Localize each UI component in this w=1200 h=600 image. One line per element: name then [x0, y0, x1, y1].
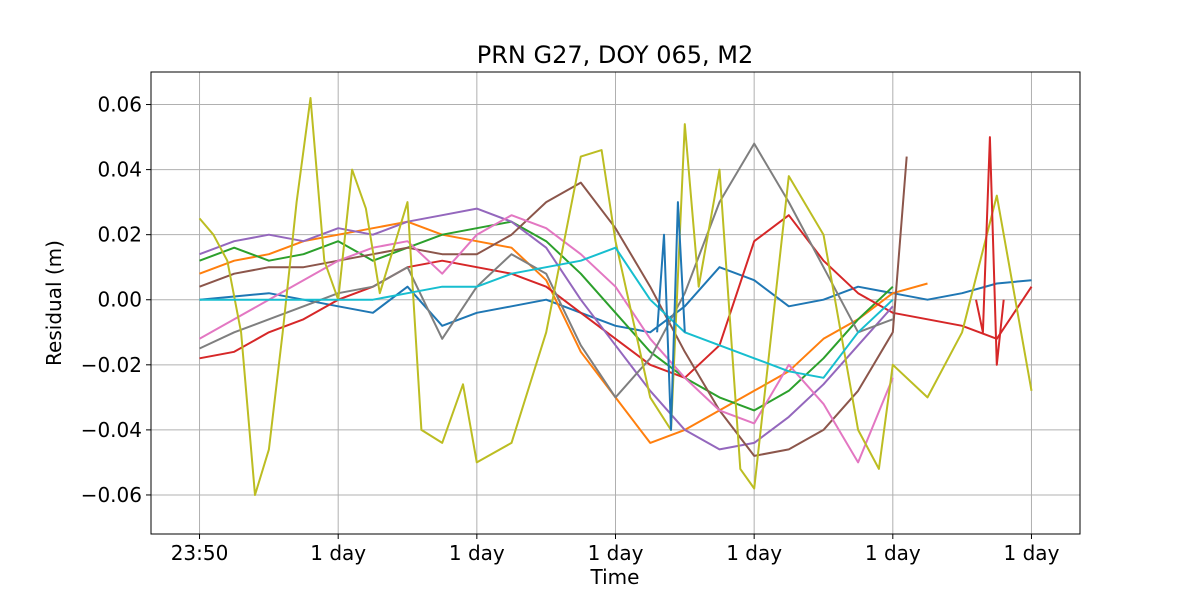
x-tick-label: 1 day [449, 541, 505, 565]
series-line-10 [199, 246, 894, 379]
x-tick-label: 1 day [588, 541, 644, 565]
y-tick-label: −0.04 [81, 418, 142, 442]
series-line-6 [199, 156, 908, 457]
x-tick-label: 1 day [865, 541, 921, 565]
y-tick-label: 0.00 [97, 288, 142, 312]
y-tick-label: −0.06 [81, 483, 142, 507]
y-axis: −0.06 −0.04 −0.02 0.00 0.02 0.04 0.06 [81, 93, 151, 507]
series-line-2 [199, 220, 928, 444]
series-line-9 [198, 97, 1033, 496]
x-axis-title: Time [590, 565, 640, 589]
series-line-11 [656, 201, 686, 431]
series-line-12 [975, 136, 1005, 366]
y-tick-label: 0.04 [97, 158, 142, 182]
y-axis-title: Residual (m) [42, 240, 66, 366]
chart-title: PRN G27, DOY 065, M2 [477, 41, 754, 69]
y-tick-label: 0.06 [97, 93, 142, 117]
x-axis: 23:50 1 day 1 day 1 day 1 day 1 day 1 day [171, 534, 1060, 565]
grid-lines [151, 72, 1080, 534]
y-tick-label: −0.02 [81, 353, 142, 377]
x-tick-label: 1 day [1004, 541, 1060, 565]
series-line-5 [199, 207, 894, 451]
x-tick-label: 23:50 [171, 541, 229, 565]
y-tick-label: 0.02 [97, 223, 142, 247]
x-tick-label: 1 day [310, 541, 366, 565]
series-layer [198, 97, 1033, 496]
series-line-8 [199, 142, 894, 399]
x-tick-label: 1 day [726, 541, 782, 565]
series-line-7 [199, 214, 894, 464]
series-line-3 [199, 220, 894, 412]
